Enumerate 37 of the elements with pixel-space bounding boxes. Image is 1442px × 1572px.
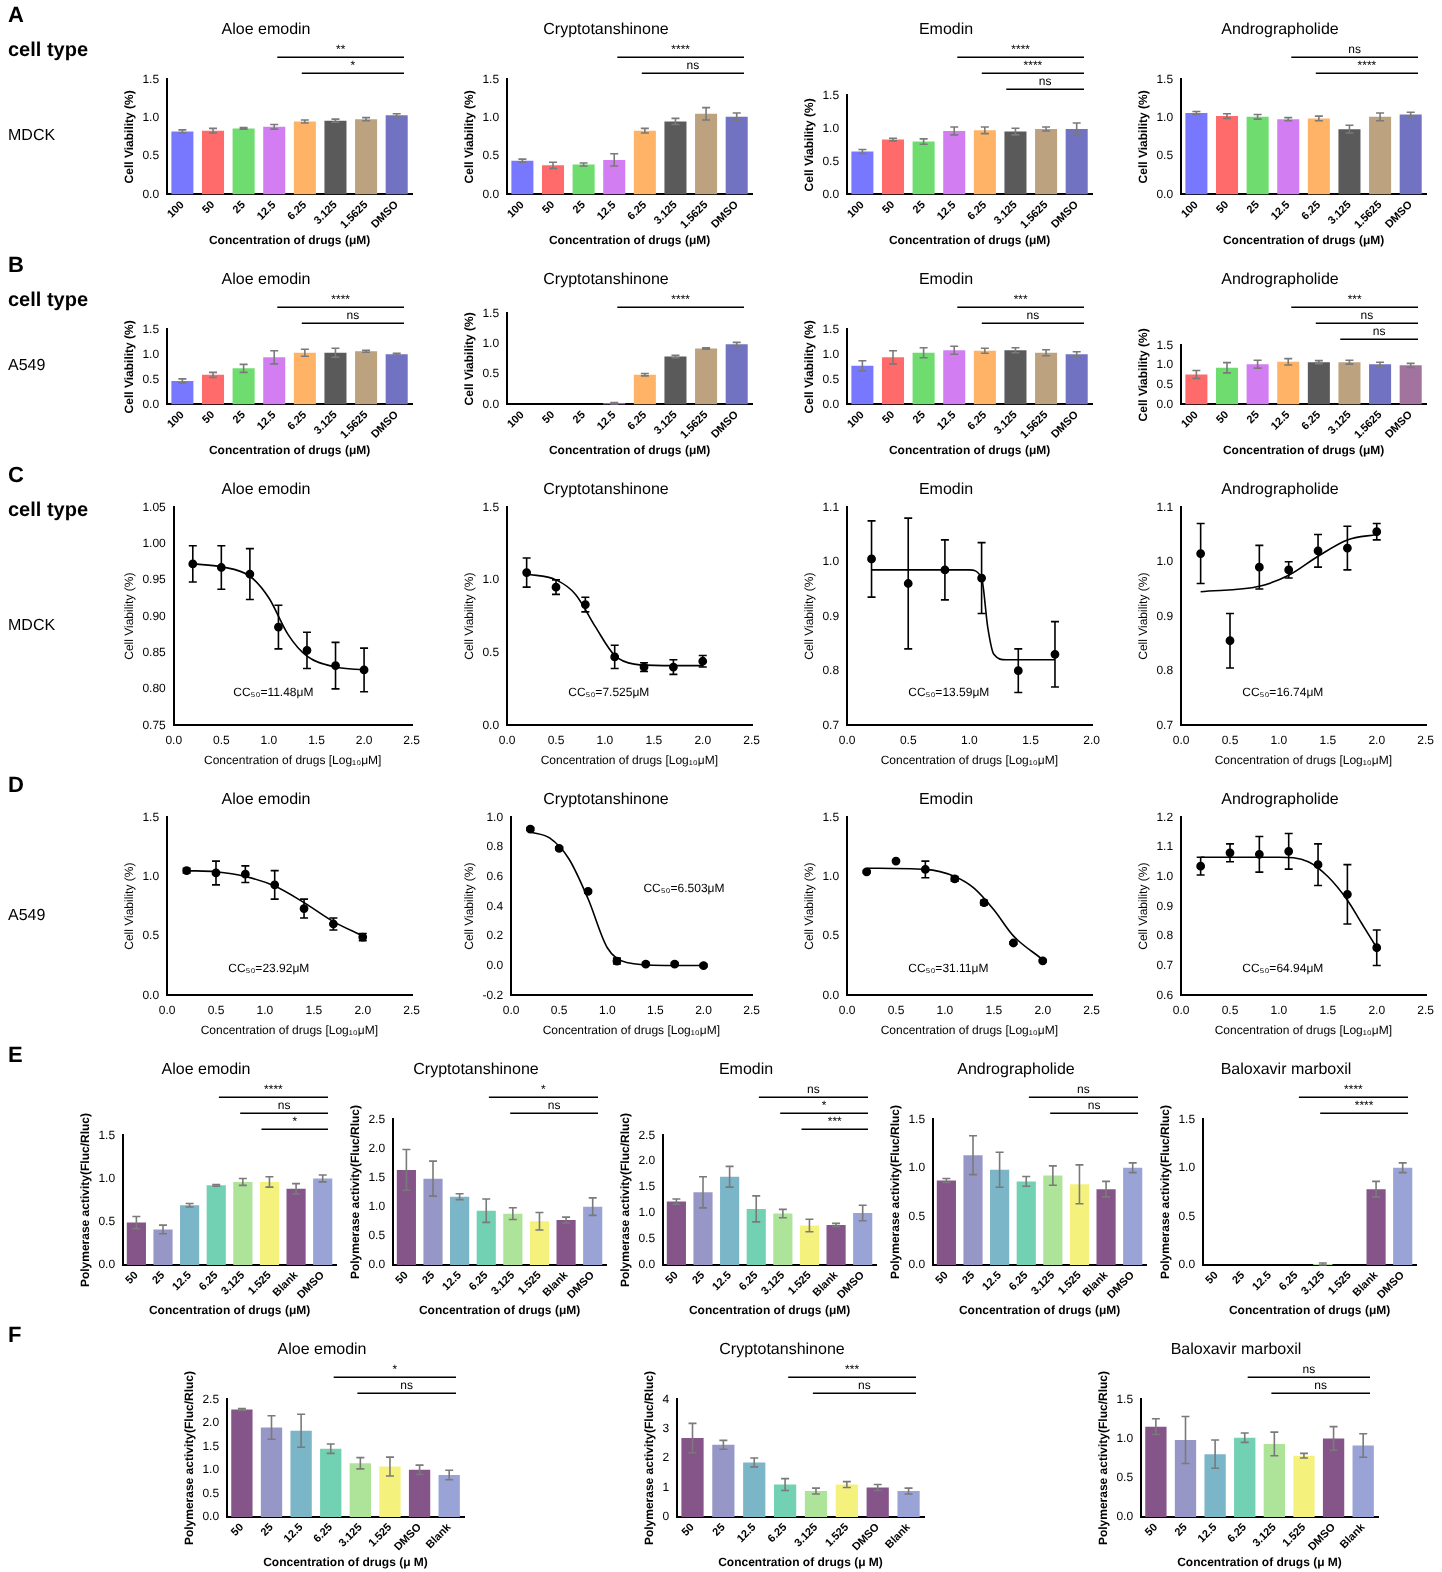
chart-title: Andrographolide xyxy=(1221,20,1340,39)
text: F xyxy=(8,1324,22,1348)
chart-title: Emodin xyxy=(918,480,974,499)
chart-title: Andrographolide xyxy=(957,1060,1076,1079)
text: cell type xyxy=(8,40,89,62)
chart-title: Cryptotanshinone xyxy=(543,20,670,39)
chart-title: Emodin xyxy=(918,790,974,809)
chart-title: Aloe emodin xyxy=(221,20,311,39)
chart-title: Cryptotanshinone xyxy=(543,480,670,499)
text: A549 xyxy=(8,906,46,924)
chart-title: Aloe emodin xyxy=(277,1340,367,1359)
chart-title: Baloxavir marboxil xyxy=(1220,1060,1352,1079)
chart-title: Emodin xyxy=(918,20,974,39)
chart-title: Aloe emodin xyxy=(221,790,311,809)
chart-title: Cryptotanshinone xyxy=(413,1060,540,1079)
chart-title: Andrographolide xyxy=(1221,480,1340,499)
chart-title: Andrographolide xyxy=(1221,790,1340,809)
chart-title: Aloe emodin xyxy=(161,1060,251,1079)
text: cell type xyxy=(8,290,89,312)
text: MDCK xyxy=(8,126,56,144)
chart-title: Emodin xyxy=(918,270,974,289)
text: D xyxy=(8,774,24,798)
chart-title: Aloe emodin xyxy=(221,270,311,289)
text: A549 xyxy=(8,356,46,374)
chart-title: Cryptotanshinone xyxy=(543,790,670,809)
chart-title: Aloe emodin xyxy=(221,480,311,499)
text: A xyxy=(8,4,24,28)
text: E xyxy=(8,1044,23,1068)
chart-title: Baloxavir marboxil xyxy=(1170,1340,1302,1359)
text: C xyxy=(8,464,24,488)
chart-title: Cryptotanshinone xyxy=(719,1340,846,1359)
chart-title: Andrographolide xyxy=(1221,270,1340,289)
text: MDCK xyxy=(8,616,56,634)
chart-title: Cryptotanshinone xyxy=(543,270,670,289)
text: B xyxy=(8,254,24,278)
chart-title: Emodin xyxy=(718,1060,774,1079)
text: cell type xyxy=(8,500,89,522)
